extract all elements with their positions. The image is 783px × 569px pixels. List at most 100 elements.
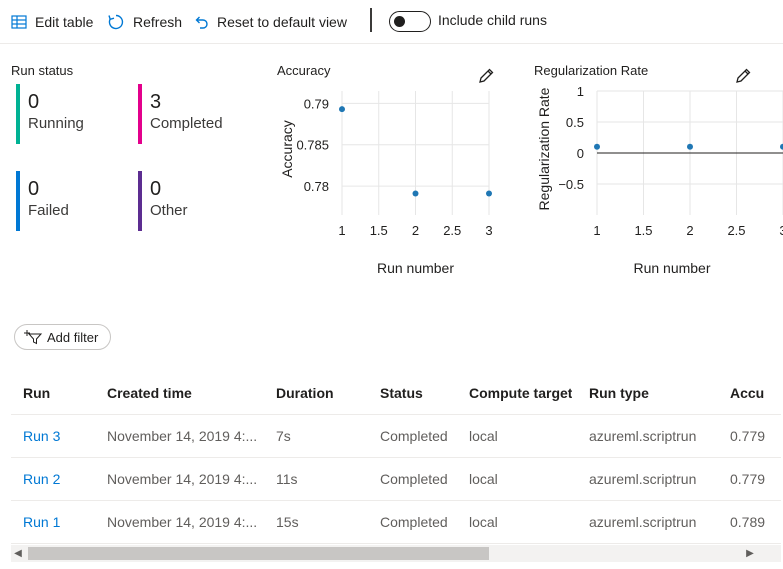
y-tick-label: −0.5 bbox=[558, 177, 584, 192]
column-header-duration[interactable]: Duration bbox=[276, 385, 334, 401]
data-point bbox=[780, 143, 783, 150]
y-tick-label: 0.785 bbox=[296, 138, 329, 153]
status-label: Running bbox=[28, 115, 84, 132]
accuracy-cell: 0.779 bbox=[730, 471, 766, 487]
x-axis-label: Run number bbox=[633, 260, 710, 276]
created-time-cell: November 14, 2019 4:... bbox=[107, 428, 258, 444]
undo-icon bbox=[195, 16, 208, 29]
created-time-cell: November 14, 2019 4:... bbox=[107, 514, 258, 530]
table-row[interactable]: Run 2 November 14, 2019 4:... 11s Comple… bbox=[11, 458, 781, 501]
include-child-runs-toggle[interactable] bbox=[389, 11, 431, 32]
reset-view-label: Reset to default view bbox=[217, 14, 347, 30]
status-card-running: 0 Running bbox=[16, 84, 126, 144]
status-label: Other bbox=[150, 202, 188, 219]
run-link[interactable]: Run 1 bbox=[23, 514, 61, 530]
x-tick-label: 2 bbox=[686, 223, 693, 238]
data-point bbox=[687, 143, 693, 150]
run-link[interactable]: Run 3 bbox=[23, 428, 61, 444]
accuracy-cell: 0.789 bbox=[730, 514, 766, 530]
duration-cell: 15s bbox=[276, 514, 299, 530]
regularization-chart: 1 1.5 2 2.5 3 1 0.5 0 −0.5 Run number Regularizati… bbox=[536, 84, 783, 276]
table-row[interactable]: Run 1 November 14, 2019 4:... 15s Comple… bbox=[11, 501, 781, 544]
column-header-accuracy[interactable]: Accu bbox=[730, 385, 765, 401]
regularization-chart-title: Regularization Rate bbox=[534, 63, 649, 78]
run-type-cell: azureml.scriptrun bbox=[589, 428, 697, 444]
status-bar bbox=[138, 171, 142, 231]
table-row[interactable]: Run 3 November 14, 2019 4:... 7s Complet… bbox=[11, 415, 781, 458]
horizontal-scrollbar[interactable]: ◀ ▶ bbox=[11, 545, 781, 562]
status-cell: Completed bbox=[380, 428, 448, 444]
data-point bbox=[412, 190, 419, 197]
y-tick-label: 0.79 bbox=[304, 96, 329, 111]
scrollbar-thumb[interactable] bbox=[28, 547, 489, 560]
reset-view-button[interactable]: Reset to default view bbox=[193, 10, 347, 34]
runs-table: Run Created time Duration Status Compute… bbox=[11, 372, 781, 544]
status-card-failed: 0 Failed bbox=[16, 171, 126, 231]
accuracy-chart-title: Accuracy bbox=[277, 63, 331, 78]
add-filter-label: Add filter bbox=[47, 329, 99, 345]
y-tick-label: 1 bbox=[577, 84, 584, 99]
compute-target-cell: local bbox=[469, 514, 498, 530]
column-header-created-time[interactable]: Created time bbox=[107, 385, 192, 401]
status-card-other: 0 Other bbox=[138, 171, 248, 231]
run-status-title: Run status bbox=[11, 63, 74, 78]
status-bar bbox=[138, 84, 142, 144]
status-count: 0 bbox=[28, 178, 40, 200]
run-link[interactable]: Run 2 bbox=[23, 471, 61, 487]
y-axis-label: Regularization Rate bbox=[536, 87, 552, 210]
status-count: 3 bbox=[150, 91, 162, 113]
toolbar-divider bbox=[370, 8, 372, 32]
duration-cell: 7s bbox=[276, 428, 291, 444]
data-point bbox=[594, 143, 600, 150]
edit-table-button[interactable]: Edit table bbox=[11, 10, 93, 34]
compute-target-cell: local bbox=[469, 428, 498, 444]
scroll-right-arrow-icon[interactable]: ▶ bbox=[746, 548, 754, 559]
data-point bbox=[339, 106, 345, 113]
status-card-completed: 3 Completed bbox=[138, 84, 248, 144]
x-tick-label: 2.5 bbox=[727, 223, 745, 238]
scroll-left-arrow-icon[interactable]: ◀ bbox=[14, 548, 22, 559]
status-cell: Completed bbox=[380, 514, 448, 530]
table-header-row: Run Created time Duration Status Compute… bbox=[11, 372, 781, 415]
status-label: Failed bbox=[28, 202, 69, 219]
refresh-label: Refresh bbox=[133, 14, 183, 30]
x-axis-label: Run number bbox=[377, 260, 454, 276]
x-tick-label: 1.5 bbox=[370, 223, 388, 238]
edit-accuracy-chart-icon[interactable] bbox=[477, 67, 495, 85]
column-header-compute-target[interactable]: Compute target bbox=[469, 385, 573, 401]
column-header-run[interactable]: Run bbox=[23, 385, 51, 401]
x-tick-label: 3 bbox=[485, 223, 492, 238]
refresh-icon bbox=[108, 14, 124, 30]
status-bar bbox=[16, 84, 20, 144]
run-type-cell: azureml.scriptrun bbox=[589, 514, 697, 530]
duration-cell: 11s bbox=[276, 471, 298, 487]
run-type-cell: azureml.scriptrun bbox=[589, 471, 697, 487]
status-bar bbox=[16, 171, 20, 231]
y-tick-label: 0 bbox=[577, 146, 584, 161]
status-count: 0 bbox=[150, 178, 162, 200]
created-time-cell: November 14, 2019 4:... bbox=[107, 471, 258, 487]
toolbar: Edit table Refresh Reset to default view… bbox=[0, 0, 783, 44]
column-header-run-type[interactable]: Run type bbox=[589, 385, 649, 401]
edit-regularization-chart-icon[interactable] bbox=[734, 67, 752, 85]
toggle-knob bbox=[394, 15, 405, 27]
status-label: Completed bbox=[150, 115, 223, 132]
include-child-runs-label: Include child runs bbox=[438, 12, 547, 28]
x-tick-label: 1 bbox=[593, 223, 600, 238]
y-axis-label: Accuracy bbox=[279, 120, 295, 178]
x-tick-label: 1.5 bbox=[634, 223, 652, 238]
column-header-status[interactable]: Status bbox=[380, 385, 423, 401]
table-icon bbox=[11, 15, 27, 29]
accuracy-cell: 0.779 bbox=[730, 428, 766, 444]
add-filter-button[interactable]: Add filter bbox=[14, 324, 111, 350]
x-tick-label: 2.5 bbox=[443, 223, 461, 238]
accuracy-chart: 1 1.5 2 2.5 3 0.79 0.785 0.78 Run number Accuracy bbox=[279, 91, 493, 276]
x-tick-label: 2 bbox=[412, 223, 419, 238]
data-point bbox=[486, 190, 492, 197]
refresh-button[interactable]: Refresh bbox=[107, 10, 182, 34]
x-tick-label: 3 bbox=[779, 223, 783, 238]
y-tick-label: 0.78 bbox=[304, 179, 329, 194]
status-count: 0 bbox=[28, 91, 40, 113]
compute-target-cell: local bbox=[469, 471, 498, 487]
status-cell: Completed bbox=[380, 471, 448, 487]
